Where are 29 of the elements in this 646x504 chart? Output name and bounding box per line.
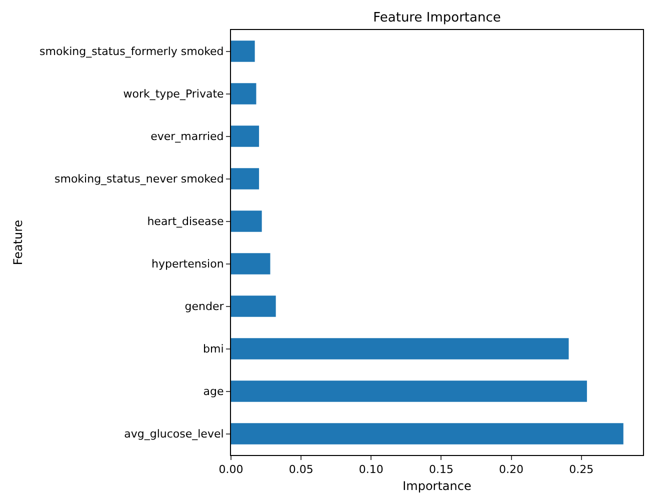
y-tick-label: hypertension <box>152 258 224 271</box>
y-tick-label: work_type_Private <box>123 88 224 101</box>
y-tick-label: smoking_status_never smoked <box>54 172 224 186</box>
x-tick-label: 0.05 <box>288 463 314 476</box>
bar <box>231 253 270 274</box>
x-axis-title: Importance <box>402 479 472 494</box>
y-tick-label: age <box>203 385 224 398</box>
bar <box>231 126 260 147</box>
y-axis-title: Feature <box>10 220 25 266</box>
y-tick-label: ever_married <box>150 130 224 144</box>
y-tick-label: gender <box>184 300 224 314</box>
bar <box>231 338 569 360</box>
x-tick-label: 0.15 <box>428 463 454 476</box>
x-tick-label: 0.00 <box>218 463 244 476</box>
x-tick-label: 0.20 <box>499 463 524 476</box>
bar <box>231 40 255 62</box>
bar <box>231 380 587 402</box>
chart-title: Feature Importance <box>373 10 501 26</box>
y-tick-label: smoking_status_formerly smoked <box>40 45 224 58</box>
bar <box>231 210 262 232</box>
x-tick-label: 0.10 <box>358 463 384 476</box>
bar <box>231 168 260 190</box>
bar <box>231 83 256 104</box>
y-tick-label: heart_disease <box>147 215 224 228</box>
bar <box>231 423 624 444</box>
x-tick-label: 0.25 <box>569 463 594 476</box>
y-tick-label: avg_glucose_level <box>124 428 224 441</box>
y-tick-label: bmi <box>203 342 224 356</box>
bar <box>231 296 276 317</box>
